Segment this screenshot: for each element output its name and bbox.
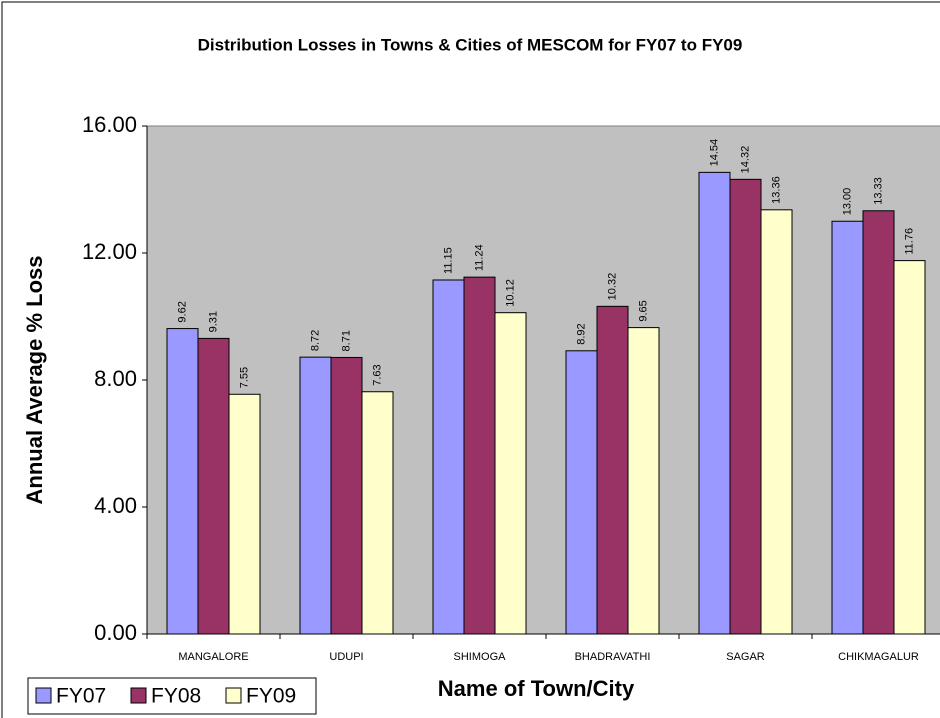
bar (494, 312, 527, 635)
bar (565, 350, 598, 635)
data-label: 13.33 (872, 177, 884, 205)
y-tick-label: 12.00 (82, 239, 137, 264)
bar (698, 171, 731, 635)
bar (330, 356, 363, 635)
bar (463, 276, 496, 635)
bar (228, 393, 261, 635)
chart-title: Distribution Losses in Towns & Cities of… (198, 35, 743, 54)
y-axis-title: Annual Average % Loss (22, 256, 47, 505)
y-tick-label: 8.00 (94, 366, 137, 391)
legend-box (27, 677, 317, 715)
bar (893, 260, 926, 635)
x-tick-label: MANGALORE (178, 651, 248, 663)
y-tick-label: 0.00 (94, 620, 137, 645)
data-label: 11.24 (473, 244, 485, 271)
bar (862, 210, 895, 635)
data-label: 14.32 (739, 146, 751, 174)
y-tick-label: 16.00 (82, 112, 137, 137)
plot-area (146, 125, 940, 635)
bar (166, 328, 199, 635)
data-label: 14.54 (708, 139, 720, 167)
bar (432, 279, 465, 635)
x-tick-label: SHIMOGA (454, 651, 507, 663)
data-label: 10.32 (606, 273, 618, 301)
x-tick-label: UDUPI (329, 651, 363, 663)
bar (197, 337, 230, 635)
data-label: 13.36 (770, 176, 782, 204)
data-label: 11.76 (903, 228, 915, 255)
x-tick-label: CHIKMAGALUR (838, 651, 919, 663)
bar (729, 178, 762, 635)
legend-swatch (130, 687, 147, 704)
data-label: 8.72 (309, 330, 321, 351)
x-tick-label: BHADRAVATHI (575, 651, 651, 663)
bar (299, 356, 332, 635)
x-axis-title: Name of Town/City (438, 676, 635, 701)
data-label: 7.63 (371, 364, 383, 385)
legend-swatch (225, 687, 242, 704)
data-label: 9.31 (207, 311, 219, 332)
data-label: 13.00 (841, 188, 853, 216)
data-label: 8.92 (575, 323, 587, 344)
legend-swatch (35, 687, 52, 704)
data-label: 7.55 (238, 367, 250, 388)
legend-label: FY07 (56, 685, 106, 708)
data-label: 10.12 (504, 279, 516, 307)
bar (361, 391, 394, 635)
legend-label: FY09 (246, 685, 296, 708)
y-tick-label: 4.00 (94, 493, 137, 518)
legend-label: FY08 (151, 685, 201, 708)
bar (596, 305, 629, 635)
data-label: 9.62 (176, 301, 188, 322)
data-label: 9.65 (637, 300, 649, 321)
data-label: 8.71 (340, 330, 352, 351)
bar (760, 209, 793, 635)
data-label: 11.15 (442, 247, 454, 274)
bar (627, 327, 660, 635)
x-tick-label: SAGAR (726, 651, 765, 663)
bar (831, 220, 864, 635)
